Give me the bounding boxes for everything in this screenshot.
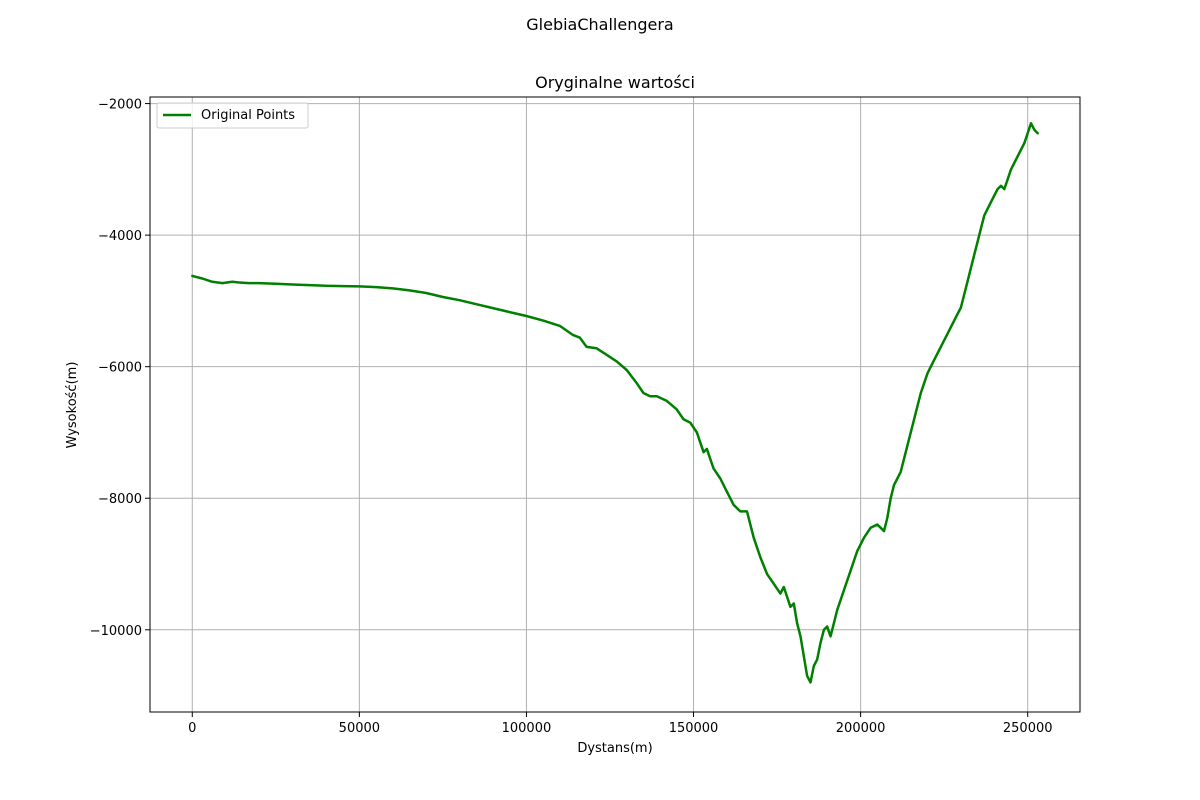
y-tick-label: −10000 (90, 624, 142, 639)
x-tick-label: 100000 (502, 721, 552, 736)
x-tick-label: 50000 (339, 721, 380, 736)
axis-ticks: 0 50000 100000 150000 200000 250000 −2000 −4000… (90, 98, 1053, 736)
figure-suptitle: GlebiaChallengera (526, 15, 673, 34)
x-tick-label: 250000 (1003, 721, 1053, 736)
legend-label-original-points: Original Points (201, 108, 295, 123)
legend: Original Points (156, 102, 309, 129)
chart-title: Oryginalne wartości (535, 73, 695, 92)
x-axis-label: Dystans(m) (577, 741, 652, 756)
y-tick-label: −6000 (98, 361, 142, 376)
x-tick-label: 0 (188, 721, 196, 736)
y-tick-label: −8000 (98, 492, 142, 507)
series-line-original-points (191, 122, 1039, 684)
series-layer (191, 122, 1039, 684)
legend-box (156, 102, 309, 129)
y-axis-label: Wysokość(m) (65, 362, 80, 449)
grid (150, 97, 1080, 712)
x-tick-label: 150000 (669, 721, 719, 736)
x-tick-label: 200000 (836, 721, 886, 736)
y-tick-label: −2000 (98, 98, 142, 113)
plot-area-frame (149, 96, 1081, 713)
y-tick-label: −4000 (98, 229, 142, 244)
